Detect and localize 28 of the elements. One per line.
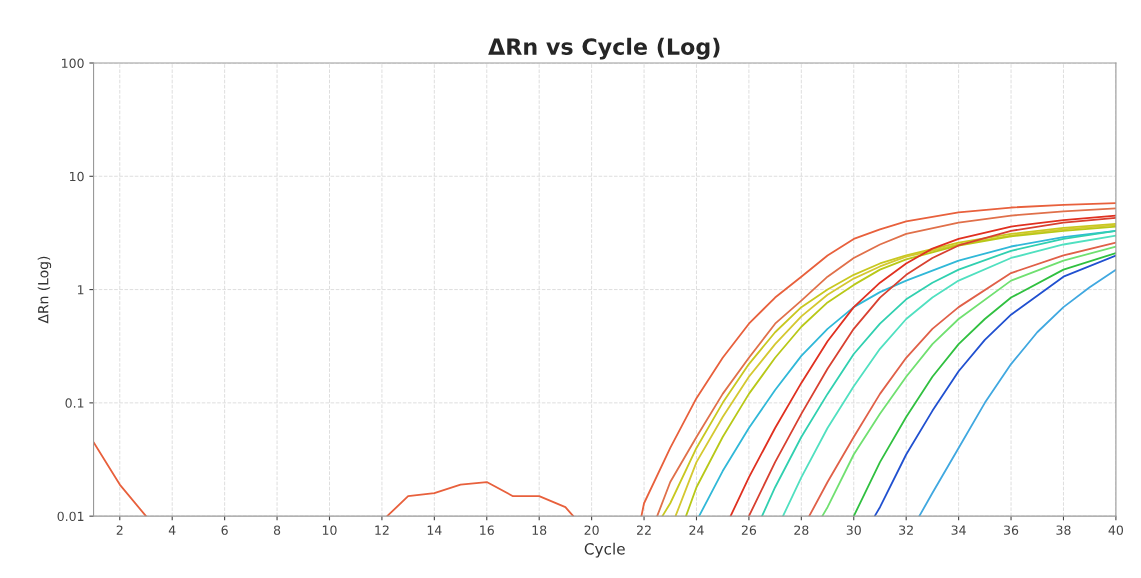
x-tick-label: 38	[1056, 525, 1071, 535]
y-tick-label: 1	[77, 285, 84, 295]
x-tick-label: 4	[168, 525, 176, 535]
x-tick-label: 28	[794, 525, 809, 535]
x-tick-label: 10	[322, 525, 337, 535]
y-axis-title: ΔRn (Log)	[37, 256, 52, 324]
chart-title: ΔRn vs Cycle (Log)	[488, 37, 720, 60]
x-tick-label: 8	[273, 525, 281, 535]
x-tick-label: 18	[532, 525, 547, 535]
x-tick-label: 36	[1004, 525, 1019, 535]
x-tick-label: 32	[899, 525, 913, 535]
x-tick-label: 24	[689, 525, 704, 535]
x-tick-label: 20	[584, 525, 599, 535]
x-tick-label: 22	[637, 525, 651, 535]
x-tick-label: 26	[741, 525, 757, 535]
y-tick-label: 100	[62, 58, 84, 68]
x-tick-label: 12	[375, 525, 389, 535]
y-tick-label: 0.01	[57, 511, 84, 522]
x-tick-label: 16	[480, 525, 494, 535]
x-tick-label: 40	[1108, 525, 1124, 535]
x-tick-label: 6	[221, 525, 228, 535]
y-tick-label: 0.1	[65, 398, 84, 408]
y-tick-label: 10	[70, 171, 84, 182]
x-tick-label: 14	[427, 525, 442, 535]
x-tick-label: 30	[846, 525, 861, 535]
x-tick-label: 2	[116, 525, 123, 535]
x-tick-label: 34	[951, 525, 966, 535]
x-axis-title: Cycle	[584, 542, 625, 558]
